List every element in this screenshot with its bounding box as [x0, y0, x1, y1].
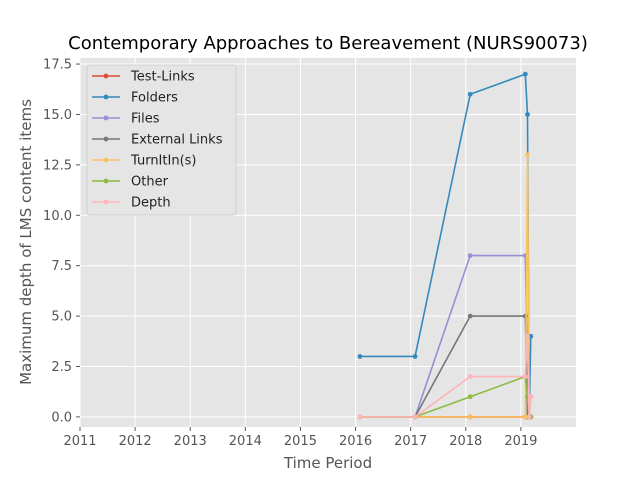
y-axis-ticks: 0.0 2.5 5.0 7.5 10.0 12.5 15.0 17.5 [43, 58, 80, 425]
data-point-external-links [522, 313, 528, 319]
legend-label: Depth [131, 196, 171, 211]
legend-item: External Links [92, 133, 223, 148]
legend-label: Test-Links [130, 70, 195, 85]
y-tick-label: 10.0 [43, 209, 72, 224]
x-tick-label: 2017 [394, 434, 427, 449]
legend-item: Test-Links [92, 70, 195, 85]
legend-swatch-marker [103, 157, 109, 163]
data-point-depth [412, 414, 418, 420]
data-point-turnitin-s [467, 414, 473, 420]
data-point-folders [525, 112, 530, 117]
data-point-other [467, 394, 473, 400]
legend-swatch-marker [103, 178, 109, 184]
legend-item: Other [92, 175, 169, 190]
legend-item: Folders [92, 91, 178, 106]
y-tick-label: 7.5 [51, 259, 72, 274]
data-point-turnitin-s [522, 414, 528, 420]
legend-label: Folders [131, 91, 178, 106]
x-tick-label: 2012 [119, 434, 152, 449]
y-axis-label: Maximum depth of LMS content items [17, 99, 35, 385]
y-tick-label: 0.0 [51, 410, 72, 425]
x-axis-label: Time Period [283, 454, 372, 472]
data-point-external-links [467, 313, 473, 319]
data-point-depth [357, 414, 363, 420]
series-depth [357, 333, 534, 420]
x-tick-label: 2019 [504, 434, 537, 449]
data-point-folders [467, 91, 473, 97]
y-tick-label: 17.5 [43, 58, 72, 73]
data-point-folders [522, 71, 528, 77]
y-tick-label: 12.5 [43, 158, 72, 173]
chart-title: Contemporary Approaches to Bereavement (… [68, 33, 588, 54]
y-tick-label: 5.0 [51, 310, 72, 325]
legend-swatch-marker [103, 94, 109, 100]
data-point-depth [522, 374, 528, 379]
data-point-folders [528, 333, 534, 339]
legend: Test-Links Folders Files External Links Turn… [86, 64, 237, 216]
y-tick-label: 15.0 [43, 108, 72, 123]
data-point-turnitin-s [525, 152, 530, 158]
x-tick-label: 2011 [63, 434, 96, 449]
legend-item: Depth [92, 196, 171, 211]
data-point-files [467, 253, 473, 259]
x-tick-label: 2013 [174, 434, 207, 449]
legend-item: Files [92, 112, 160, 127]
data-point-depth [525, 333, 530, 339]
x-tick-label: 2014 [229, 434, 262, 449]
legend-label: External Links [131, 133, 223, 148]
legend-swatch-marker [103, 73, 109, 79]
data-point-folders [412, 354, 418, 359]
legend-label: Other [131, 175, 169, 190]
data-point-depth [526, 414, 532, 420]
data-point-depth [528, 394, 534, 400]
x-tick-label: 2015 [284, 434, 317, 449]
x-tick-label: 2018 [449, 434, 482, 449]
data-point-folders [357, 354, 363, 359]
x-tick-label: 2016 [339, 434, 372, 449]
data-point-depth [467, 374, 473, 379]
x-axis-ticks: 2011 2012 2013 2014 2015 2016 2017 2018 2019 [63, 427, 537, 449]
legend-item: TurnItIn(s) [92, 154, 196, 169]
legend-swatch-marker [103, 199, 109, 205]
legend-label: Files [131, 112, 160, 127]
y-tick-label: 2.5 [51, 360, 72, 375]
series-layer [357, 71, 534, 420]
legend-swatch-marker [103, 115, 109, 121]
legend-label: TurnItIn(s) [130, 154, 196, 169]
legend-swatch-marker [103, 136, 109, 142]
legend-box [86, 64, 237, 216]
